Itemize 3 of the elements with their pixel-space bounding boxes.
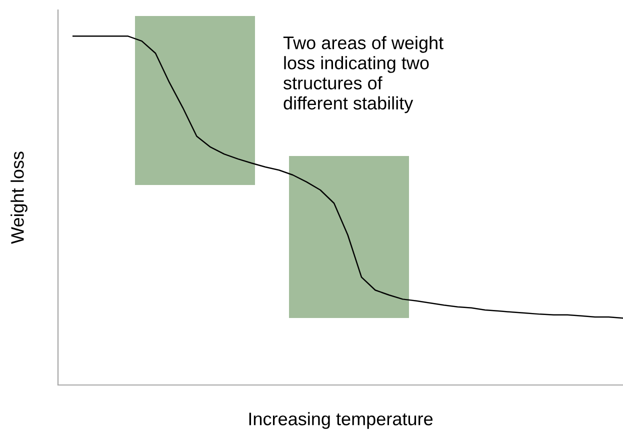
annotation: Two areas of weight loss indicating two structures of different stability	[283, 36, 444, 114]
x-axis-title: Increasing temperature	[249, 412, 433, 429]
y-axis-title: Weight loss	[10, 152, 28, 244]
